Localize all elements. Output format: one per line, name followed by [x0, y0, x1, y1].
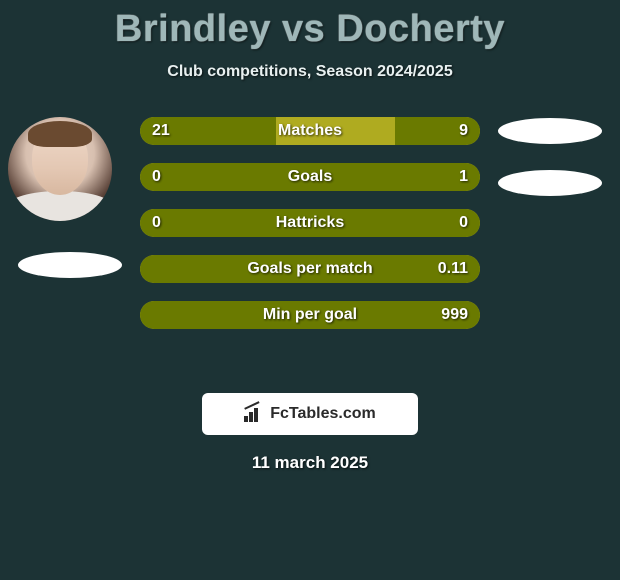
- bar-label: Goals: [140, 163, 480, 191]
- bar-label: Matches: [140, 117, 480, 145]
- bar-label: Goals per match: [140, 255, 480, 283]
- subtitle: Club competitions, Season 2024/2025: [0, 63, 620, 81]
- fctables-badge[interactable]: FcTables.com: [202, 393, 418, 435]
- date-label: 11 march 2025: [0, 453, 620, 473]
- player-right-flag-1: [498, 118, 602, 144]
- stat-bar: 21 Matches 9: [140, 117, 480, 145]
- badge-text: FcTables.com: [270, 405, 376, 423]
- chart-icon: [244, 406, 264, 422]
- player-left-flag: [18, 252, 122, 278]
- stat-bar: Min per goal 999: [140, 301, 480, 329]
- bar-right-value: 999: [441, 301, 468, 329]
- player-left-avatar: [8, 117, 112, 221]
- bar-right-value: 0.11: [438, 255, 468, 283]
- bar-label: Hattricks: [140, 209, 480, 237]
- comparison-main: 21 Matches 9 0 Goals 1 0 Hattricks 0: [0, 117, 620, 377]
- player-right-flag-2: [498, 170, 602, 196]
- stat-bar: Goals per match 0.11: [140, 255, 480, 283]
- comparison-widget: Brindley vs Docherty Club competitions, …: [0, 0, 620, 473]
- stat-bars: 21 Matches 9 0 Goals 1 0 Hattricks 0: [140, 117, 480, 347]
- bar-right-value: 1: [459, 163, 468, 191]
- bar-right-value: 0: [459, 209, 468, 237]
- bar-right-value: 9: [459, 117, 468, 145]
- stat-bar: 0 Goals 1: [140, 163, 480, 191]
- page-title: Brindley vs Docherty: [0, 8, 620, 51]
- bar-label: Min per goal: [140, 301, 480, 329]
- stat-bar: 0 Hattricks 0: [140, 209, 480, 237]
